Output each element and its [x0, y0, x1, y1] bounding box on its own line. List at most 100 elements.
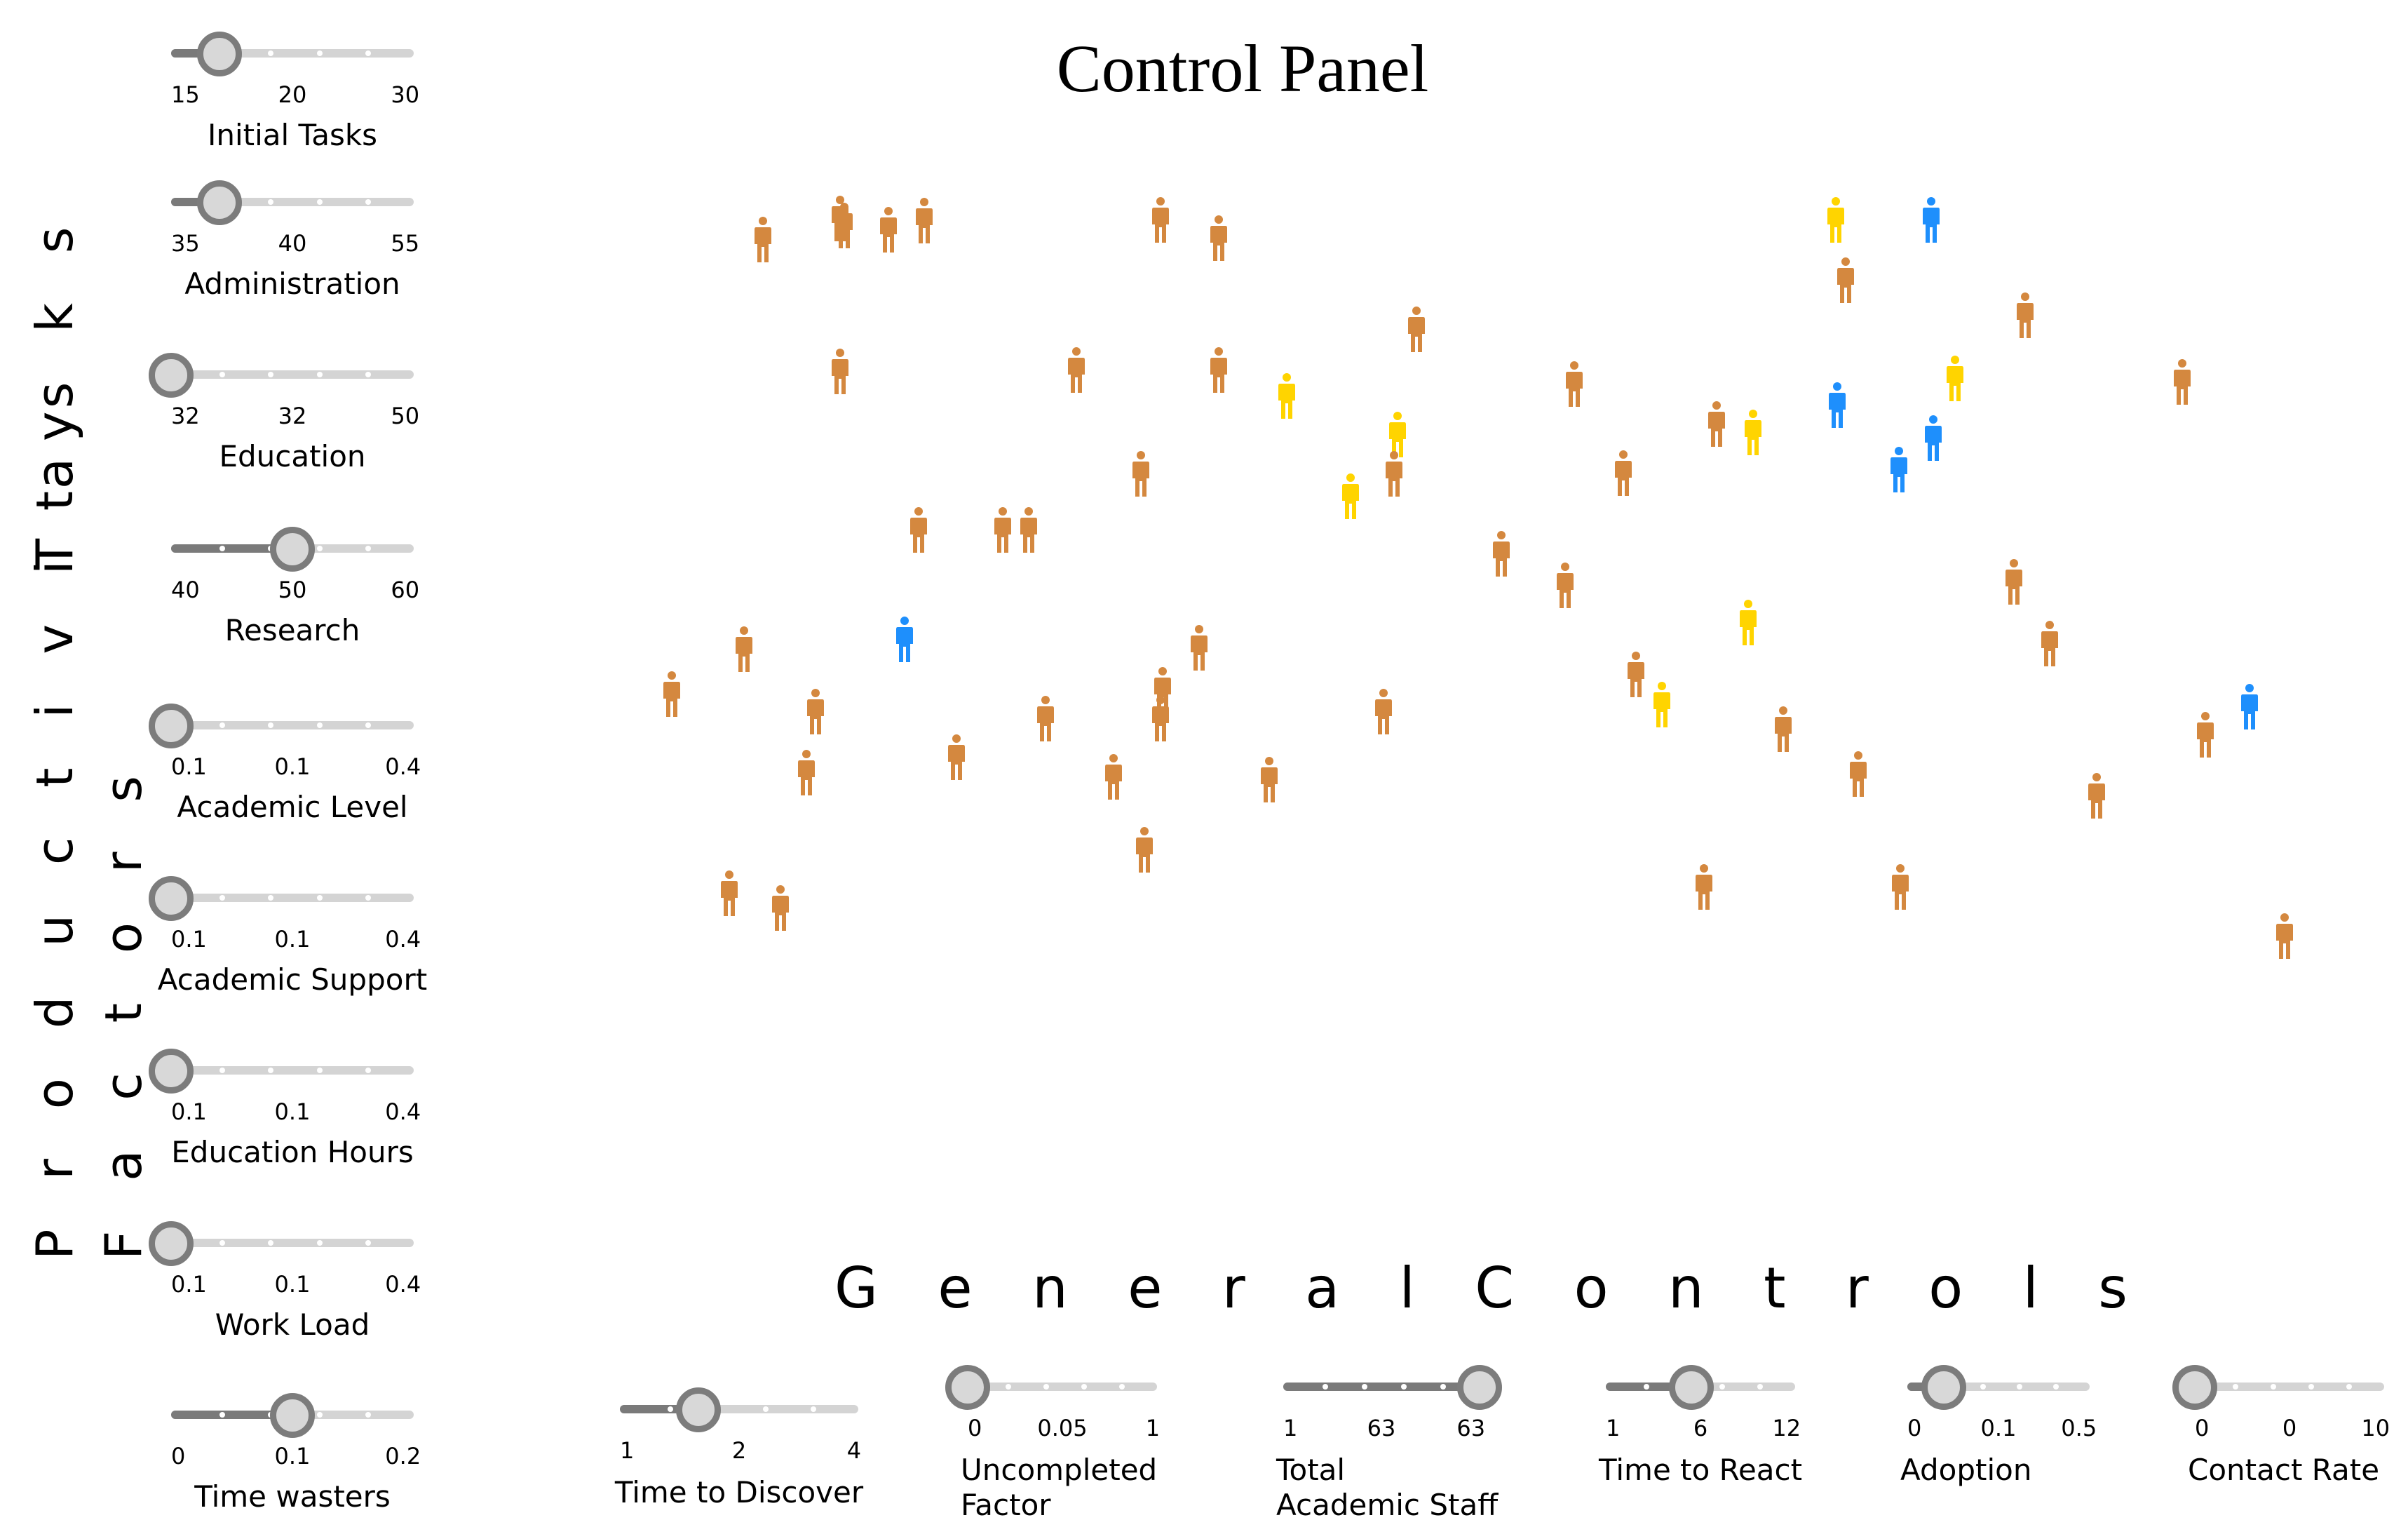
academic-level-tick-mid: 0.1 [274, 753, 311, 780]
total-academic-staff-slider-step-mark [1362, 1384, 1367, 1390]
education-hours-slider-step-mark [365, 1068, 371, 1073]
education-slider-step-mark [365, 372, 371, 377]
time-wasters-slider-handle[interactable] [270, 1393, 315, 1438]
academic-staff-agent-icon [1493, 531, 1510, 577]
education-tick-min: 32 [171, 403, 200, 429]
adopted-agent-icon [1829, 382, 1846, 428]
total-academic-staff-slider-handle[interactable] [1457, 1365, 1502, 1410]
academic-level-tick-min: 0.1 [171, 753, 207, 780]
time-to-react-tick-mid: 6 [1693, 1415, 1708, 1441]
initial-tasks-slider-handle[interactable] [197, 32, 242, 76]
academic-level-tick-max: 0.4 [385, 753, 421, 780]
academic-level-slider-step-mark [317, 722, 323, 728]
productivity-section-label: P r o d u c t i v i t y [25, 394, 84, 1260]
education-slider-step-mark [317, 372, 323, 377]
education-hours-slider-track[interactable] [171, 1066, 414, 1075]
discovered-agent-icon [1745, 410, 1761, 455]
academic-staff-agent-icon [1136, 827, 1153, 873]
adoption-slider-handle[interactable] [1921, 1365, 1966, 1410]
contact-rate-slider-step-mark [2271, 1384, 2276, 1390]
academic-staff-agent-icon [2088, 773, 2105, 819]
work-load-slider-track[interactable] [171, 1239, 414, 1247]
education-hours-slider-handle[interactable] [149, 1049, 194, 1094]
academic-staff-agent-icon [910, 507, 927, 553]
education-hours-tick-min: 0.1 [171, 1098, 207, 1125]
academic-staff-agent-icon [1154, 667, 1171, 713]
academic-staff-agent-icon [1696, 864, 1712, 910]
time-to-react-slider-step-mark [1644, 1384, 1649, 1390]
factors-section-label: F a c t o r s [94, 759, 153, 1260]
contact-rate-slider-handle[interactable] [2172, 1365, 2217, 1410]
time-wasters-tick-max: 0.2 [385, 1443, 421, 1469]
time-to-react-slider-step-mark [1719, 1384, 1725, 1390]
adoption-slider-step-mark [2053, 1384, 2059, 1390]
academic-staff-agent-icon [1408, 307, 1425, 352]
total-academic-staff-tick-max: 63 [1456, 1415, 1486, 1441]
total-academic-staff-tick-min: 1 [1283, 1415, 1298, 1441]
academic-staff-agent-icon [2041, 621, 2058, 666]
education-slider-step-mark [219, 372, 225, 377]
education-hours-slider-step-mark [219, 1068, 225, 1073]
administration-slider-handle[interactable] [197, 180, 242, 225]
research-slider-fill [171, 544, 292, 553]
uncompleted-factor-tick-min: 0 [968, 1415, 982, 1441]
time-to-discover-slider-handle[interactable] [676, 1387, 721, 1432]
administration-tick-mid: 40 [278, 230, 307, 257]
academic-staff-agent-icon [721, 870, 738, 916]
academic-staff-agent-icon [2174, 359, 2191, 405]
time-to-react-slider-handle[interactable] [1669, 1365, 1714, 1410]
academic-staff-agent-icon [1152, 696, 1169, 741]
academic-staff-agent-icon [1068, 347, 1085, 393]
academic-staff-agent-icon [1708, 401, 1725, 447]
time-to-discover-slider-step-mark [763, 1406, 769, 1412]
general-controls-title: G e n e r a l C o n t r o l s [834, 1256, 2149, 1321]
uncompleted-factor-tick-max: 1 [1145, 1415, 1161, 1441]
adopted-agent-icon [896, 617, 913, 662]
academic-staff-agent-icon [1132, 451, 1149, 497]
time-to-discover-label: Time to Discover [614, 1475, 864, 1509]
uncompleted-factor-tick-mid: 0.05 [1037, 1415, 1088, 1441]
education-slider-step-mark [268, 372, 273, 377]
academic-staff-agent-icon [1775, 706, 1792, 752]
work-load-slider-handle[interactable] [149, 1221, 194, 1266]
contact-rate-slider-track[interactable] [2195, 1383, 2384, 1391]
education-hours-label: Education Hours [171, 1135, 414, 1169]
time-wasters-tick-mid: 0.1 [274, 1443, 311, 1469]
contact-rate-slider-step-mark [2308, 1384, 2314, 1390]
academic-level-label: Academic Level [177, 790, 408, 824]
time-wasters-slider-step-mark [219, 1412, 225, 1418]
initial-tasks-label: Initial Tasks [207, 118, 378, 152]
academic-level-slider-track[interactable] [171, 721, 414, 729]
academic-staff-agent-icon [755, 217, 771, 262]
time-to-discover-slider-step-mark [668, 1406, 673, 1412]
adoption-slider-step-mark [1980, 1384, 1986, 1390]
academic-staff-agent-icon [1628, 652, 1644, 697]
research-slider-handle[interactable] [270, 527, 315, 572]
academic-support-slider-handle[interactable] [149, 876, 194, 921]
time-to-discover-tick-mid: 2 [731, 1437, 747, 1464]
education-hours-slider-step-mark [268, 1068, 273, 1073]
academic-level-slider-handle[interactable] [149, 704, 194, 748]
time-to-discover-slider-step-mark [811, 1406, 816, 1412]
contact-rate-label: Contact Rate [2188, 1453, 2380, 1487]
academic-support-tick-min: 0.1 [171, 926, 207, 953]
academic-staff-agent-icon [1375, 689, 1392, 734]
education-slider-track[interactable] [171, 370, 414, 379]
academic-staff-agent-icon [798, 750, 815, 795]
academic-support-slider-track[interactable] [171, 894, 414, 902]
education-hours-tick-max: 0.4 [385, 1098, 421, 1125]
uncompleted-factor-slider-track[interactable] [968, 1383, 1157, 1391]
adopted-agent-icon [1925, 415, 1942, 461]
uncompleted-factor-slider-handle[interactable] [945, 1365, 990, 1410]
contact-rate-tick-max: 10 [2361, 1415, 2390, 1441]
uncompleted-factor-label: Uncompleted Factor [961, 1453, 1158, 1522]
academic-staff-agent-icon [1105, 754, 1122, 800]
academic-staff-agent-icon [832, 349, 848, 394]
research-slider-step-mark [317, 546, 323, 551]
contact-rate-slider-step-mark [2233, 1384, 2238, 1390]
academic-staff-agent-icon [994, 507, 1011, 553]
academic-staff-agent-icon [1566, 361, 1583, 407]
education-slider-handle[interactable] [149, 353, 194, 398]
academic-staff-agent-icon [1152, 197, 1169, 243]
academic-staff-agent-icon [1892, 864, 1909, 910]
